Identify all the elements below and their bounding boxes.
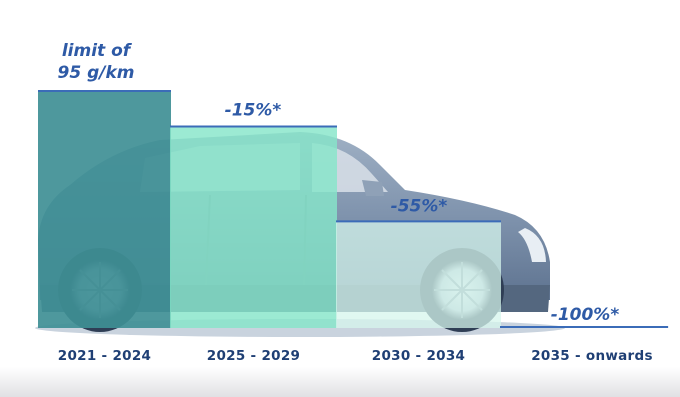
x-tick-label-4: 2035 - onwards bbox=[531, 348, 653, 364]
bar-label-4: -100%* bbox=[551, 305, 620, 325]
bar-3 bbox=[336, 221, 501, 328]
bar-label-2: -15%* bbox=[225, 101, 282, 121]
bar-1 bbox=[38, 91, 171, 328]
x-tick-label-1: 2021 - 2024 bbox=[58, 348, 151, 364]
bar-2 bbox=[170, 126, 337, 328]
bar-label-3: -55%* bbox=[391, 196, 448, 216]
bar-label-1: limit of 95 g/km bbox=[58, 41, 135, 83]
x-tick-label-3: 2030 - 2034 bbox=[372, 348, 465, 364]
x-tick-label-2: 2025 - 2029 bbox=[207, 348, 300, 364]
